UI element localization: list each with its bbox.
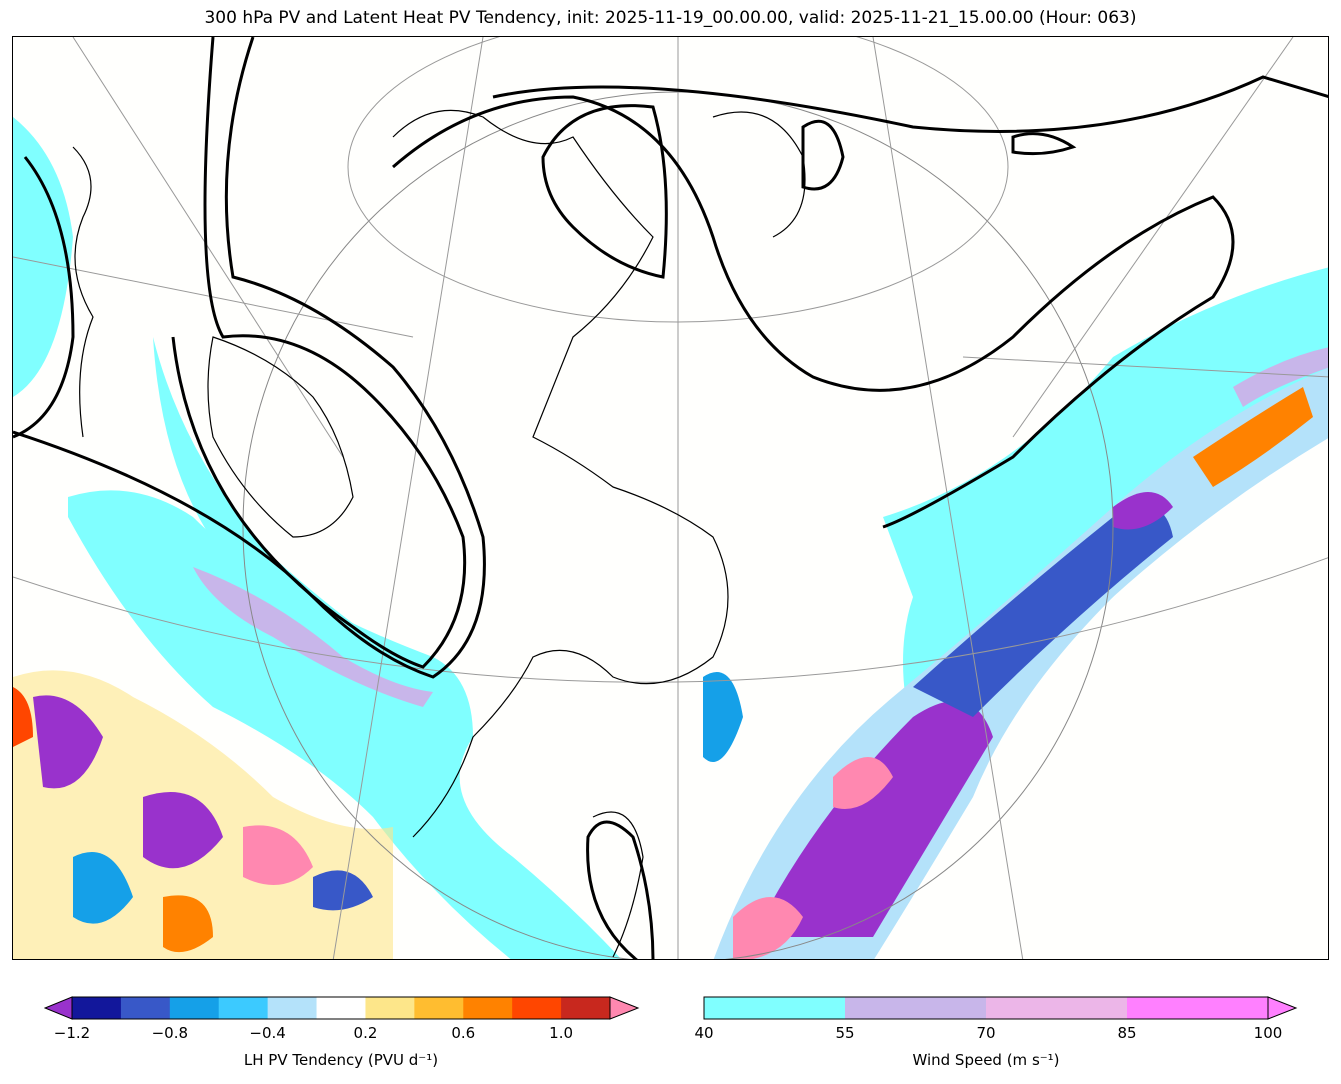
- jet-streak-great-lakes: [68, 490, 622, 959]
- colorbar-bin: [561, 997, 611, 1019]
- colorbar-bin: [414, 997, 464, 1019]
- colorbar-bin: [986, 997, 1128, 1019]
- colorbar-tick-label: 85: [1117, 1024, 1137, 1042]
- colorbar-bin: [365, 997, 415, 1019]
- colorbar-tick-label: 40: [694, 1024, 714, 1042]
- pv-tendency-field-atlantic: [703, 367, 1328, 959]
- colorbar-tick-label: −1.2: [53, 1024, 91, 1042]
- colorbar-bin: [72, 997, 122, 1019]
- colorbar-extend-max: [609, 996, 640, 1020]
- colorbar-tick-label: 70: [976, 1024, 996, 1042]
- colorbar-bin: [512, 997, 562, 1019]
- colorbar-bin: [169, 997, 220, 1019]
- colorbar-bin: [463, 997, 513, 1019]
- jet-core-purple-east: [1233, 347, 1328, 407]
- graticule: [13, 37, 1328, 959]
- wind-speed-colorbar: [703, 996, 1298, 1020]
- colorbar-tick-label: −0.4: [249, 1024, 286, 1042]
- wind-speed-colorbar-label: Wind Speed (m s⁻¹): [912, 1051, 1060, 1069]
- map-panel: [12, 36, 1329, 960]
- pv-tendency-colorbar-label: LH PV Tendency (PVU d⁻¹): [243, 1051, 439, 1069]
- colorbar-bin: [120, 997, 171, 1019]
- colorbar-tick-label: 55: [835, 1024, 855, 1042]
- pv-tendency-field-southwest: [13, 670, 393, 959]
- coastlines: [72, 109, 806, 958]
- jet-streak-band: [153, 337, 453, 697]
- colorbar-tick-label: 1.0: [549, 1024, 574, 1042]
- colorbar-bin: [316, 997, 366, 1019]
- colorbar-extend-min: [44, 996, 73, 1020]
- plot-title: 300 hPa PV and Latent Heat PV Tendency, …: [204, 8, 1137, 28]
- colorbar-tick-label: 0.2: [353, 1024, 378, 1042]
- colorbar-bin: [1127, 997, 1269, 1019]
- colorbar-bin: [845, 997, 987, 1019]
- colorbar-bin: [267, 997, 318, 1019]
- pv-contours: [13, 37, 1328, 959]
- jet-streak-west: [13, 117, 73, 397]
- colorbar-bin: [704, 997, 846, 1019]
- colorbar-tick-label: 0.6: [451, 1024, 476, 1042]
- colorbar-extend-max: [1267, 996, 1298, 1020]
- colorbar-bin: [218, 997, 269, 1019]
- colorbar-tick-label: −0.8: [151, 1024, 189, 1042]
- map-canvas: [13, 37, 1328, 959]
- colorbar-tick-label: 100: [1253, 1024, 1283, 1042]
- pv-tendency-colorbar: [44, 996, 640, 1020]
- jet-core-purple: [193, 567, 433, 707]
